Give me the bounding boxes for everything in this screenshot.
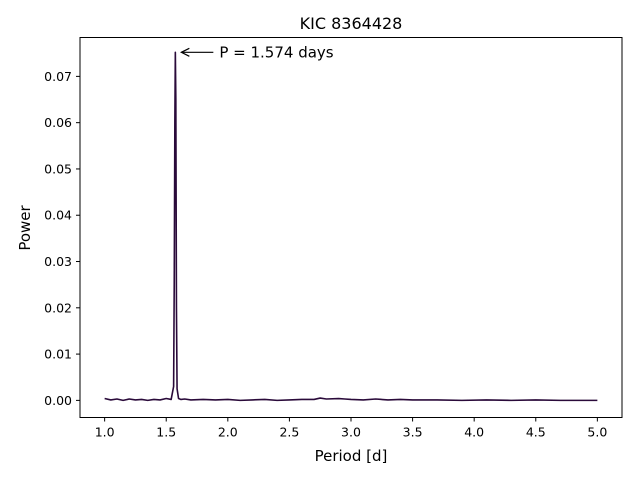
x-tick-label: 5.0 bbox=[587, 425, 607, 440]
power-series-line bbox=[104, 51, 598, 402]
x-axis-label: Period [d] bbox=[315, 447, 388, 465]
y-tick-label: 0.06 bbox=[44, 115, 72, 130]
y-tick-label: 0.05 bbox=[44, 161, 72, 176]
y-tick-label: 0.07 bbox=[44, 69, 72, 84]
y-tick-label: 0.03 bbox=[44, 254, 72, 269]
x-tick-label: 2.0 bbox=[218, 425, 238, 440]
x-tick-label: 3.0 bbox=[341, 425, 361, 440]
period-annotation: P = 1.574 days bbox=[219, 43, 333, 61]
annotation-layer: P = 1.574 days bbox=[180, 43, 334, 61]
y-tick-label: 0.01 bbox=[44, 347, 72, 362]
chart-title: KIC 8364428 bbox=[300, 14, 403, 33]
x-tick-label: 3.5 bbox=[403, 425, 423, 440]
annotation-arrow-head bbox=[180, 47, 190, 57]
x-tick-label: 1.0 bbox=[95, 425, 115, 440]
series-layer bbox=[104, 51, 598, 402]
y-tick-label: 0.04 bbox=[44, 208, 72, 223]
x-tick-label: 4.0 bbox=[464, 425, 484, 440]
x-tick-label: 2.5 bbox=[279, 425, 299, 440]
x-tick-label: 4.5 bbox=[526, 425, 546, 440]
x-tick-label: 1.5 bbox=[156, 425, 176, 440]
y-tick-label: 0.02 bbox=[44, 300, 72, 315]
plot-frame bbox=[79, 37, 623, 418]
y-axis-label: Power bbox=[16, 204, 34, 250]
y-tick-label: 0.00 bbox=[44, 393, 72, 408]
ticks-layer: 1.0 1.5 2.0 2.5 3.0 3.5 4.0 4.5 5.0 0.00 0.01 0.02 0… bbox=[44, 69, 607, 440]
plot-area bbox=[80, 37, 622, 418]
